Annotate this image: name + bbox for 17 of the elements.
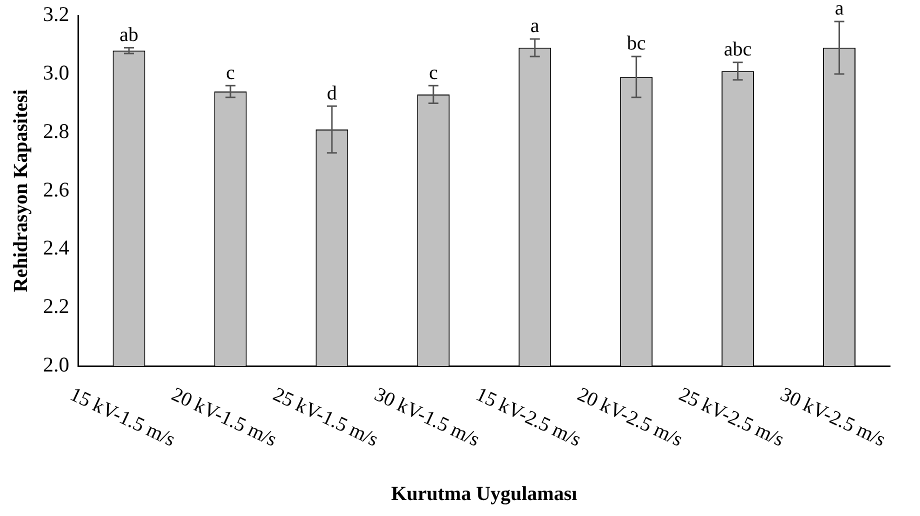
- annotation: a: [834, 0, 844, 20]
- x-axis-title: Kurutma Uygulaması: [391, 483, 578, 506]
- y-tick-label: 3.0: [43, 60, 70, 85]
- y-tick-label: 2.0: [43, 352, 70, 377]
- annotation: bc: [626, 32, 646, 55]
- y-axis-title: Rehidrasyon Kapasitesi: [10, 88, 32, 292]
- annotation: abc: [724, 38, 752, 61]
- annotation: ab: [120, 24, 138, 46]
- annotation: c: [226, 62, 236, 84]
- y-tick-label: 2.6: [43, 177, 70, 202]
- y-tick-label: 2.2: [43, 294, 70, 318]
- annotation: a: [530, 15, 540, 38]
- annotation: c: [428, 62, 438, 84]
- annotation: d: [326, 82, 337, 104]
- y-tick-label: 3.2: [43, 2, 70, 26]
- y-tick-label: 2.8: [43, 118, 70, 143]
- y-tick-label: 2.4: [43, 236, 70, 260]
